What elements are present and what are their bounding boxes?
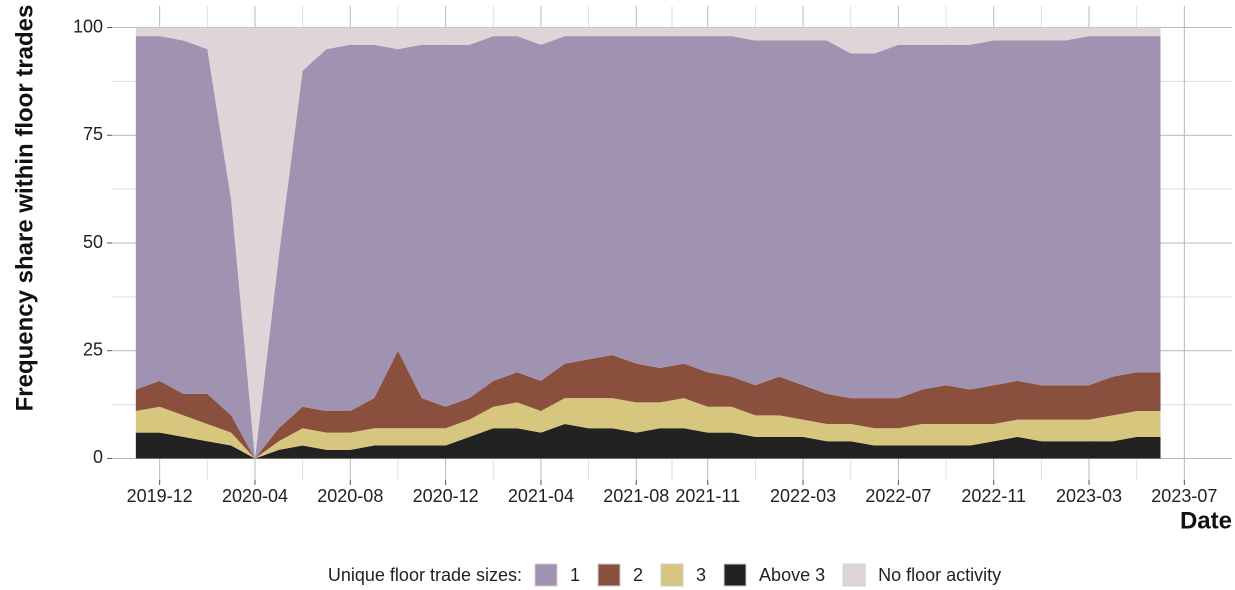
x-tick-label: 2020-04 xyxy=(222,486,288,506)
legend-swatch xyxy=(842,563,866,587)
area xyxy=(135,398,1161,459)
legend-swatch xyxy=(723,563,747,587)
y-tick-label: 50 xyxy=(83,232,103,252)
y-tick-label: 100 xyxy=(73,16,103,36)
legend-label: 3 xyxy=(696,565,706,585)
legend-label: 1 xyxy=(570,565,580,585)
legend-label: Above 3 xyxy=(759,565,825,585)
y-axis-title: Frequency share within floor trades xyxy=(11,5,38,412)
area xyxy=(135,350,1161,459)
x-tick-label: 2022-11 xyxy=(961,486,1026,506)
x-tick-label: 2023-03 xyxy=(1056,486,1122,506)
x-tick-label: 2021-11 xyxy=(675,486,740,506)
x-tick-label: 2022-03 xyxy=(770,486,836,506)
legend-title: Unique floor trade sizes: xyxy=(328,565,522,585)
legend-swatch xyxy=(597,563,621,587)
legend-swatch xyxy=(534,563,558,587)
area xyxy=(135,423,1161,459)
y-tick-label: 75 xyxy=(83,124,103,144)
area xyxy=(135,27,1161,459)
x-axis-title: Date xyxy=(1180,507,1232,534)
area xyxy=(135,36,1161,459)
x-tick-label: 2021-08 xyxy=(603,486,669,506)
x-tick-label: 2020-12 xyxy=(413,486,479,506)
y-tick-label: 25 xyxy=(83,339,103,359)
legend-label: No floor activity xyxy=(878,565,1001,585)
x-tick-label: 2021-04 xyxy=(508,486,574,506)
x-tick-label: 2020-08 xyxy=(317,486,383,506)
legend-swatch xyxy=(660,563,684,587)
x-tick-label: 2023-07 xyxy=(1151,486,1217,506)
y-tick-label: 0 xyxy=(93,447,103,467)
x-tick-label: 2019-12 xyxy=(127,486,193,506)
x-tick-label: 2022-07 xyxy=(865,486,931,506)
legend-label: 2 xyxy=(633,565,643,585)
